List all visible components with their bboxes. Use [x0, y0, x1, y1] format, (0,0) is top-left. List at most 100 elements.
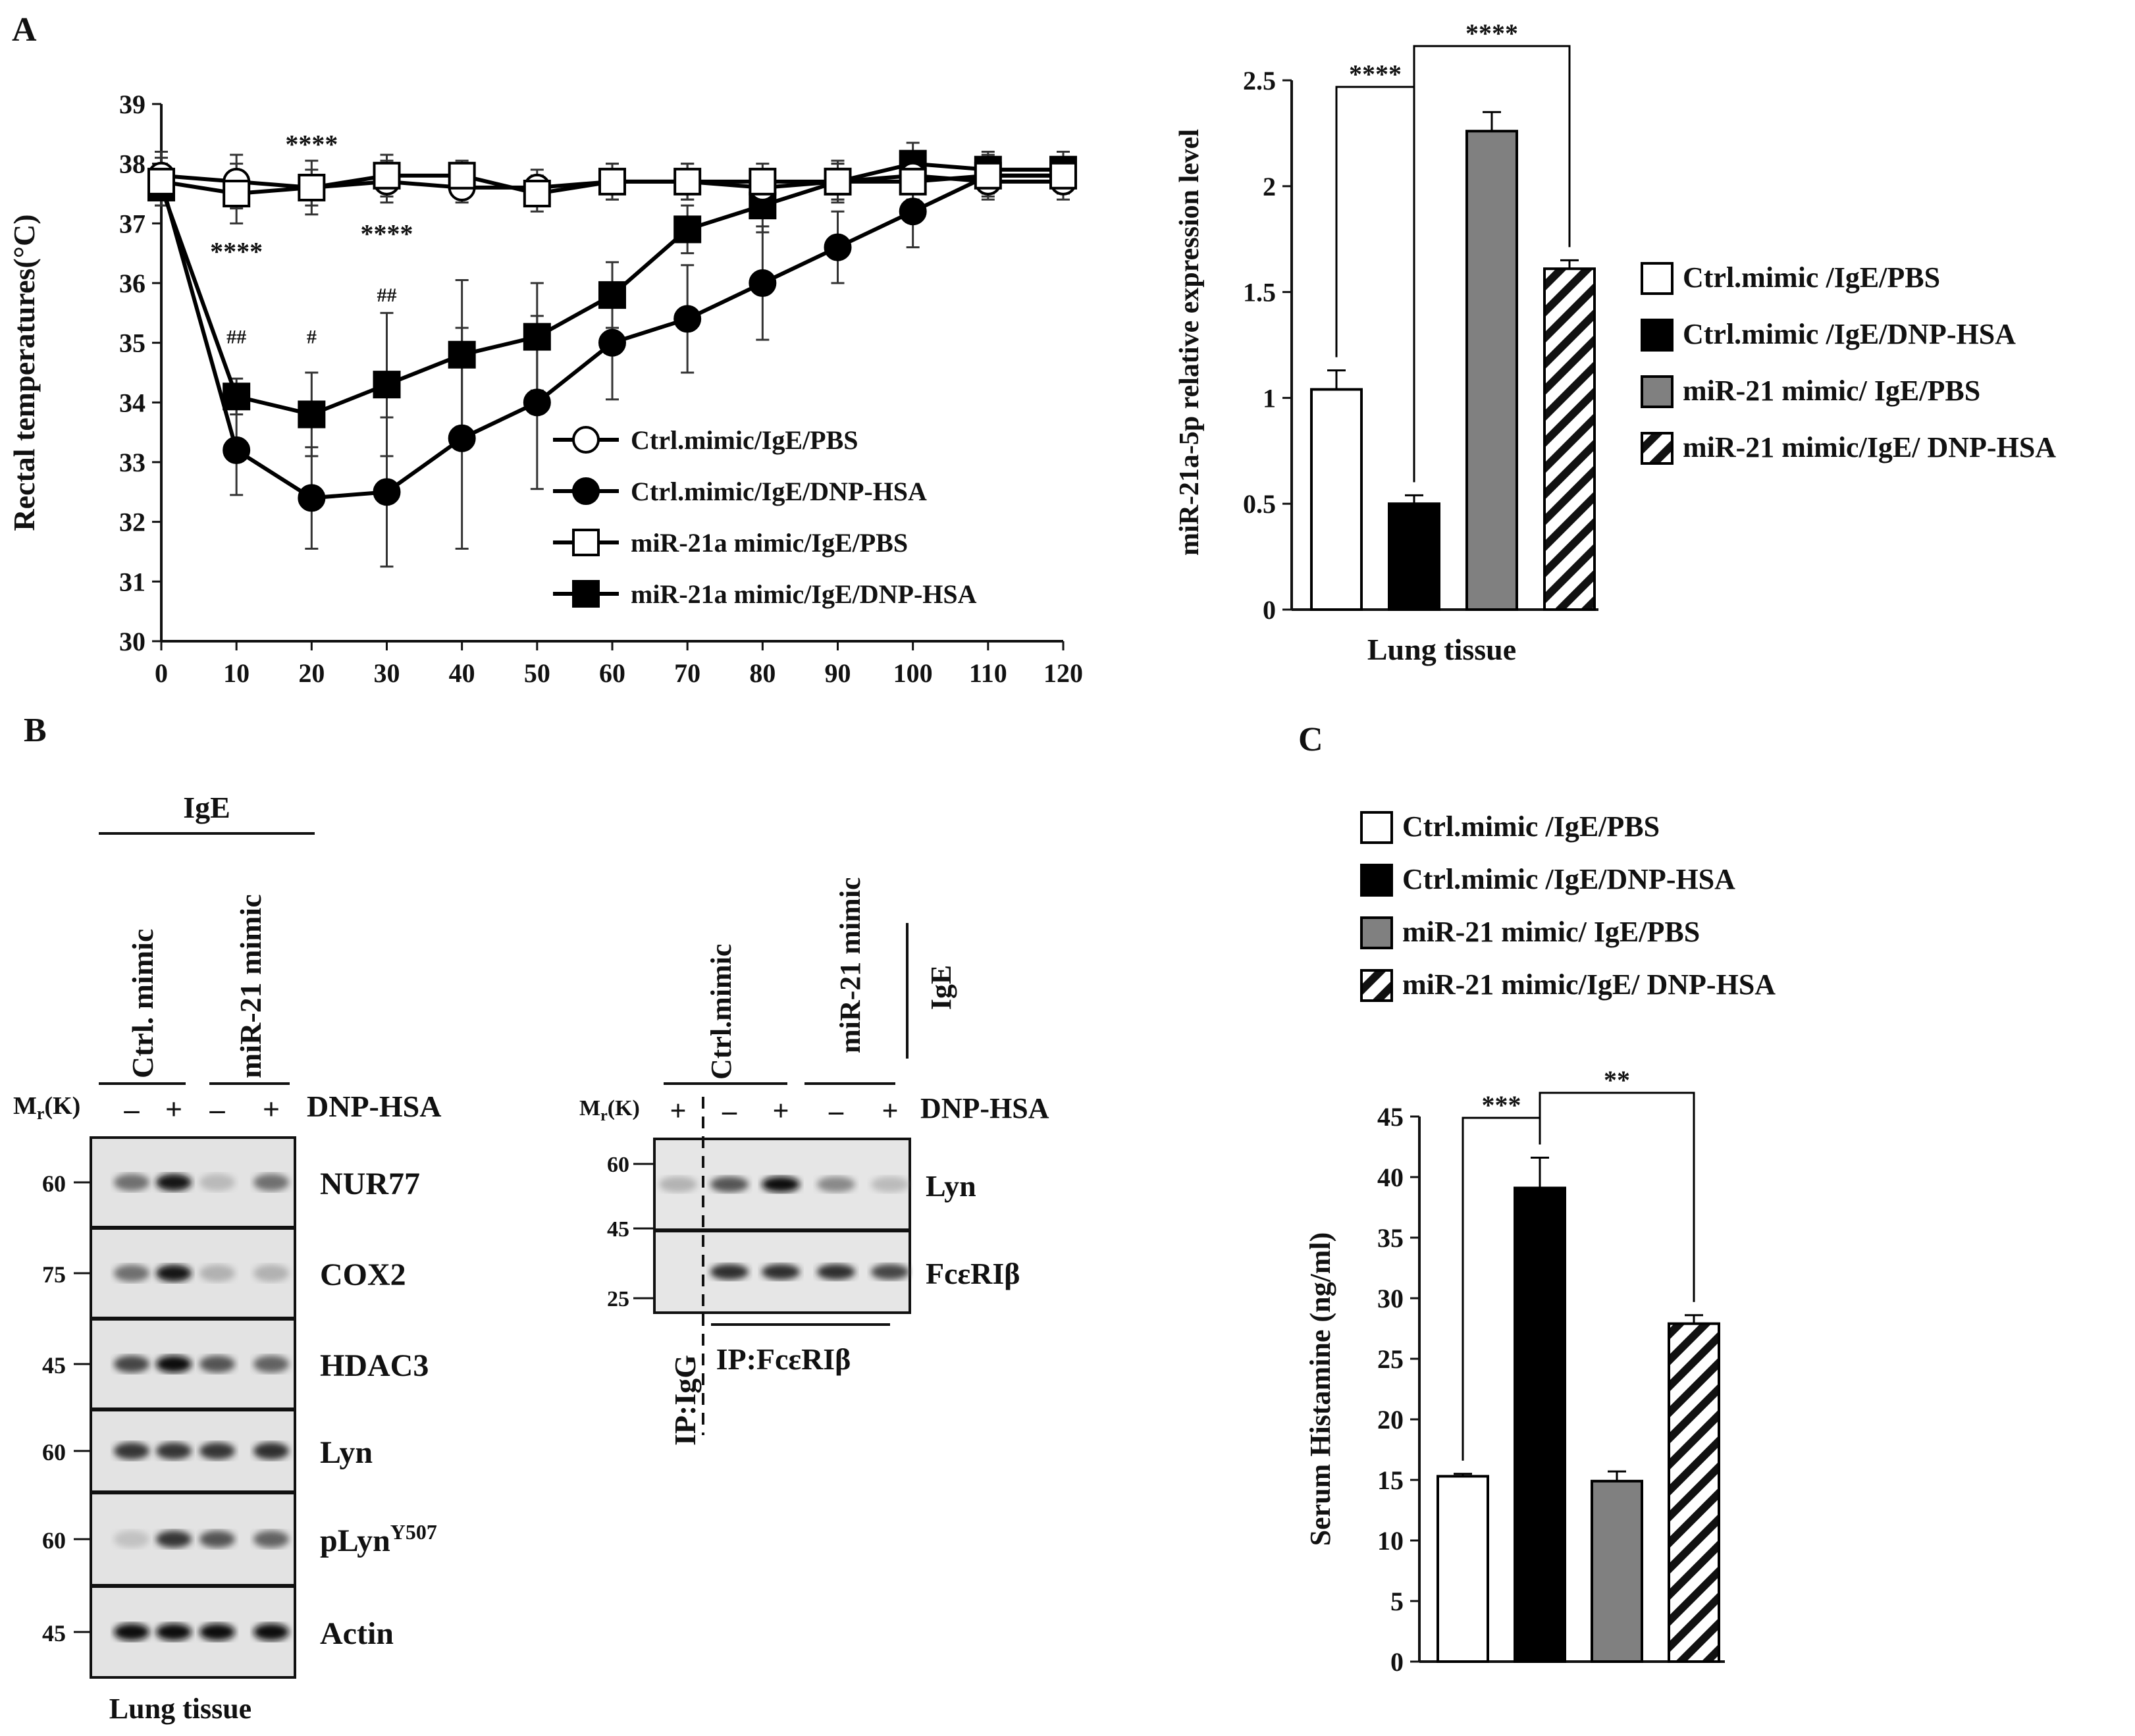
y-tick-label: 31 [119, 567, 145, 596]
legend-swatch [1360, 916, 1393, 949]
ip-fcerib-label: IP:FcεRIβ [716, 1342, 851, 1376]
mw-marker-label: 60 [42, 1439, 66, 1465]
dnp-hsa-label: DNP-HSA [307, 1090, 441, 1123]
blot-band [199, 1265, 235, 1282]
legend-label: Ctrl.mimic /IgE/PBS [1683, 261, 1940, 294]
y-tick-label: 39 [119, 90, 145, 119]
y-tick-label: 45 [1377, 1102, 1404, 1132]
legend-swatch [1641, 262, 1674, 295]
treatment-sign: – [722, 1095, 737, 1127]
blot-footer-lung-tissue: Lung tissue [109, 1693, 251, 1725]
protein-label: HDAC3 [320, 1348, 429, 1383]
mw-marker-label: 60 [42, 1527, 66, 1554]
treatment-sign: – [209, 1092, 226, 1126]
y-tick-label: 5 [1390, 1587, 1404, 1616]
col-group-ctrl-mimic: Ctrl. mimic [126, 929, 159, 1078]
legend-swatch [1641, 432, 1674, 465]
protein-label: FcεRIβ [926, 1257, 1020, 1290]
blot-band [199, 1442, 235, 1460]
bar [1591, 1479, 1643, 1664]
y-tick-label: 15 [1377, 1465, 1404, 1495]
x-tick-label: 10 [223, 658, 250, 688]
significance-stars: **** [1349, 59, 1402, 89]
mw-marker-label: 75 [42, 1261, 66, 1288]
protein-label: NUR77 [320, 1167, 420, 1201]
legend-label: miR-21 mimic/ IgE/PBS [1402, 916, 1700, 948]
data-point [298, 400, 326, 429]
blot-band [871, 1264, 909, 1280]
x-axis-label: Lung tissue [1367, 633, 1516, 666]
mw-marker-label: 45 [42, 1352, 66, 1379]
data-point [749, 269, 777, 297]
significance-bracket [1413, 45, 1571, 483]
data-point [899, 197, 927, 226]
protein-label: COX2 [320, 1257, 406, 1292]
x-tick-label: 20 [298, 658, 325, 688]
data-point [373, 371, 401, 399]
y-tick-label: 34 [119, 388, 145, 417]
col-group-mir21-mimic: miR-21 mimic [834, 877, 866, 1053]
legend-swatch [1360, 864, 1393, 897]
ige-side-label: IgE [925, 965, 957, 1010]
treatment-sign: + [882, 1095, 898, 1127]
data-point [824, 233, 852, 261]
dnp-hsa-label: DNP-HSA [920, 1092, 1049, 1124]
serum-histamine-bar-chart: Serum Histamine (ng/ml) 0 5 10 15 20 25 30 35 40… [1304, 1065, 1725, 1677]
x-tick-label: 40 [449, 658, 475, 688]
significance-annotation: # [307, 327, 317, 348]
data-point [223, 436, 251, 464]
rectal-temperature-line-chart: Rectal temperatures(°C) 0 10 20 30 40 50 60 70 8… [7, 90, 1083, 688]
legend-swatch [1641, 319, 1674, 352]
protein-label: pLynY507 [320, 1520, 437, 1558]
panel-label-b: B [24, 712, 47, 749]
bar-legend-a: Ctrl.mimic /IgE/PBS Ctrl.mimic /IgE/DNP-H… [1641, 261, 2056, 465]
blot-band [199, 1531, 235, 1548]
bar [1465, 130, 1518, 611]
treatment-sign: + [772, 1095, 789, 1127]
blot-band [253, 1442, 289, 1460]
significance-annotation: **** [361, 219, 413, 248]
data-point [523, 180, 551, 207]
legend-swatch [1360, 969, 1393, 1002]
x-tick-label: 110 [969, 658, 1007, 688]
treatment-sign: – [828, 1095, 844, 1127]
y-tick-label: 36 [119, 269, 145, 298]
blot-band [762, 1264, 800, 1280]
treatment-sign: + [165, 1092, 182, 1126]
legend-label: Ctrl.mimic/IgE/DNP-HSA [631, 477, 927, 506]
y-tick-label: 25 [1377, 1344, 1404, 1374]
data-point [749, 167, 777, 196]
bar [1514, 1186, 1566, 1664]
bar [1310, 388, 1363, 611]
y-tick-label: 1 [1263, 383, 1276, 413]
bar [1437, 1475, 1489, 1663]
blot-band [199, 1355, 235, 1373]
line-legend: Ctrl.mimic/IgE/PBS Ctrl.mimic/IgE/DNP-HSA… [553, 425, 977, 609]
panel-label-a: A [12, 11, 37, 49]
legend-label: Ctrl.mimic /IgE/DNP-HSA [1402, 863, 1735, 895]
y-tick-label: 35 [1377, 1223, 1404, 1253]
x-tick-label: 70 [674, 658, 700, 688]
legend-label: Ctrl.mimic /IgE/PBS [1402, 810, 1660, 843]
y-tick-label: 37 [119, 209, 145, 238]
protein-label: Lyn [320, 1435, 373, 1470]
blot-band [199, 1174, 235, 1191]
blot-band [253, 1265, 289, 1282]
blot-band [114, 1442, 149, 1460]
y-tick-label: 10 [1377, 1526, 1404, 1556]
data-point [824, 167, 852, 196]
significance-annotation: **** [285, 129, 338, 159]
data-point [899, 167, 927, 196]
x-tick-label: 50 [524, 658, 550, 688]
legend-label: Ctrl.mimic /IgE/DNP-HSA [1683, 318, 2016, 350]
significance-annotation: **** [210, 237, 263, 267]
y-tick-label: 2.5 [1243, 66, 1276, 95]
data-point [598, 167, 626, 196]
protein-label: Lyn [926, 1169, 976, 1203]
blot-band [114, 1623, 149, 1641]
mw-marker-label: 45 [42, 1620, 66, 1646]
blot-band [156, 1442, 192, 1460]
legend-marker [572, 426, 600, 454]
y-tick-label: 0 [1263, 595, 1276, 625]
y-tick-label: 33 [119, 448, 145, 477]
